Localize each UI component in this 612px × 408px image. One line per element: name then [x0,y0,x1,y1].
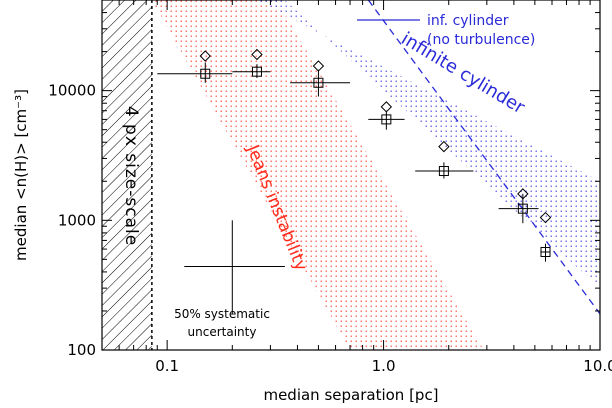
square-point-3 [381,114,392,125]
y-axis-label: median <n(H)> [cm⁻³] [12,89,30,261]
diamond-point-4 [438,140,450,153]
y-tick-label: 10000 [48,82,96,100]
x-tick-label: 10.0 [583,357,612,375]
x-tick-label: 1.0 [372,357,396,375]
square-point-0 [200,68,211,79]
diamond-point-5 [517,188,529,200]
legend-line-label: inf. cylinder [427,13,509,29]
hatch-label: 4 px size-scale [121,106,141,246]
square-point-5 [517,203,528,214]
legend-line-label-2: (no turbulence) [427,32,535,48]
square-point-6 [540,246,551,257]
plot-frame [101,0,601,351]
square-point-1 [251,66,262,77]
diamond-point-3 [380,101,393,113]
systematic-label-line1: 50% systematic [174,307,270,321]
jeans-instability-band [151,0,484,350]
y-tick-label: 100 [67,341,96,359]
square-point-2 [313,77,324,88]
diamond-point-2 [312,60,325,72]
x-tick-label: 0.1 [155,357,179,375]
y-tick-label: 1000 [58,211,96,229]
size-scale-hatch [102,0,152,350]
square-point-4 [438,166,449,177]
diamond-point-6 [539,211,552,224]
diamond-point-1 [251,48,263,61]
x-axis-label: median separation [pc] [263,386,438,404]
systematic-label-line2: uncertainty [188,325,257,339]
cylinder-no-turbulence-line [367,0,600,315]
diamond-point-0 [199,50,211,62]
